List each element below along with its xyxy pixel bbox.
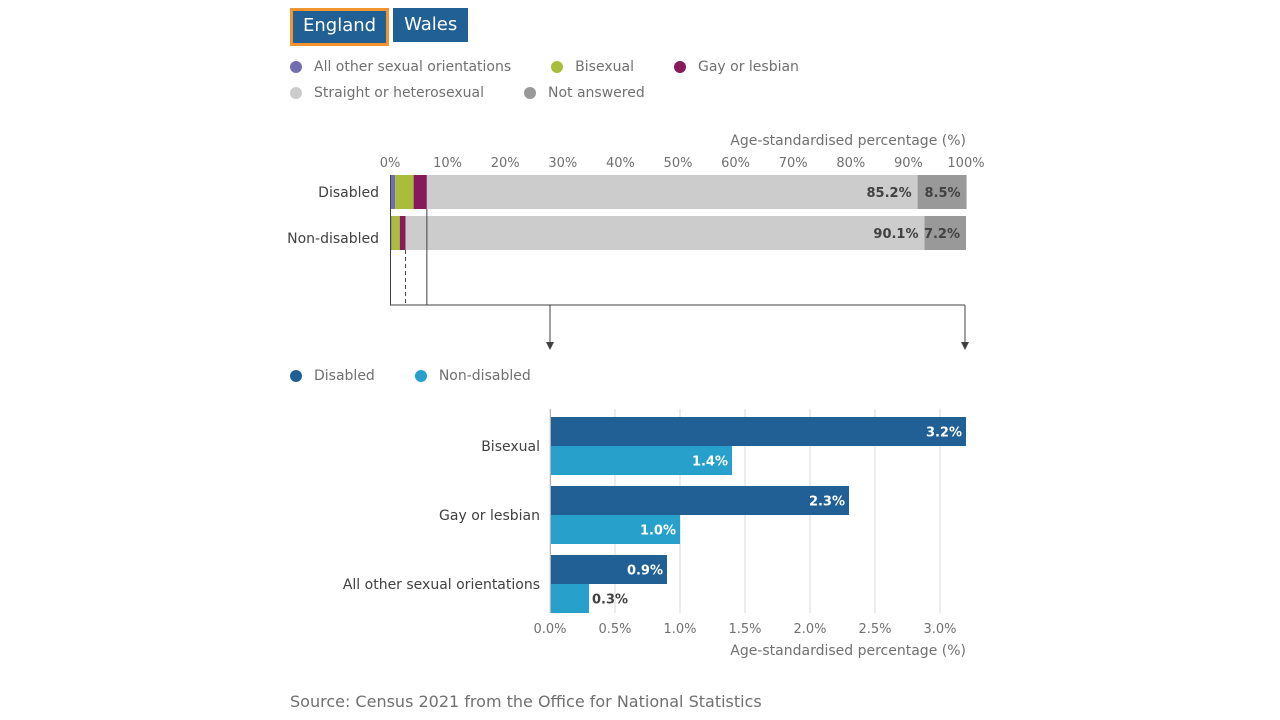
- data-label: 1.0%: [640, 524, 676, 539]
- legend-disability: Disabled Non-disabled: [290, 363, 571, 389]
- data-label: 90.1%: [873, 227, 918, 242]
- bar-segment: [405, 216, 925, 250]
- x-tick-label: 60%: [721, 156, 750, 171]
- legend-label: Gay or lesbian: [697, 59, 799, 75]
- zoom-arrowhead-left: [546, 342, 554, 350]
- x-axis-title: Age-standardised percentage (%): [730, 133, 966, 149]
- legend-label: All other sexual orientations: [314, 59, 512, 75]
- legend-swatch: [290, 370, 302, 382]
- data-label: 3.2%: [926, 426, 962, 441]
- nation-tabs: England Wales: [289, 8, 469, 46]
- x-tick-label: 10%: [433, 156, 462, 171]
- bar: [550, 417, 966, 446]
- bar-segment: [399, 216, 406, 250]
- zoom-arrowhead-right: [961, 342, 969, 350]
- x-tick-label: 30%: [548, 156, 577, 171]
- data-label: 2.3%: [809, 495, 845, 510]
- data-label: 1.4%: [692, 455, 728, 470]
- legend-orientation: All other sexual orientations Bisexual G…: [290, 54, 839, 106]
- x-tick-label: 0.0%: [533, 622, 566, 637]
- category-label: Gay or lesbian: [439, 508, 540, 524]
- category-label: All other sexual orientations: [343, 577, 540, 593]
- legend-row: All other sexual orientations Bisexual G…: [290, 54, 839, 80]
- legend-item-all-other: All other sexual orientations: [290, 59, 511, 75]
- bar: [550, 584, 589, 613]
- legend-item-straight: Straight or heterosexual: [290, 85, 484, 101]
- x-tick-label: 3.0%: [923, 622, 956, 637]
- data-label: 0.9%: [627, 564, 663, 579]
- legend-item-not-answered: Not answered: [523, 85, 645, 101]
- legend-swatch: [523, 87, 536, 99]
- legend-swatch: [290, 87, 302, 99]
- x-tick-label: 80%: [836, 156, 865, 171]
- legend-swatch: [673, 61, 686, 73]
- x-tick-label: 90%: [894, 156, 923, 171]
- category-label: Bisexual: [481, 439, 540, 455]
- bar: [550, 486, 849, 515]
- x-tick-label: 2.5%: [858, 622, 891, 637]
- bar: [550, 515, 680, 544]
- x-axis-title: Age-standardised percentage (%): [730, 643, 966, 659]
- legend-row: Disabled Non-disabled: [290, 363, 571, 389]
- category-label: Non-disabled: [287, 231, 379, 247]
- legend-swatch: [551, 61, 564, 73]
- data-label: 0.3%: [592, 593, 628, 608]
- legend-item-non-disabled: Non-disabled: [414, 368, 531, 384]
- x-tick-label: 50%: [664, 156, 693, 171]
- bar-segment: [426, 175, 918, 209]
- tab-wales[interactable]: Wales: [393, 8, 469, 42]
- x-tick-label: 70%: [779, 156, 808, 171]
- tab-england[interactable]: England: [289, 8, 390, 46]
- legend-item-gay-lesbian: Gay or lesbian: [673, 59, 799, 75]
- bar-segment: [917, 175, 967, 209]
- bar-segment: [413, 175, 427, 209]
- x-tick-label: 1.5%: [728, 622, 761, 637]
- data-label: 8.5%: [925, 186, 961, 201]
- legend-label: Disabled: [314, 368, 375, 384]
- legend-label: Non-disabled: [438, 368, 531, 384]
- x-tick-label: 2.0%: [793, 622, 826, 637]
- legend-swatch: [414, 370, 427, 382]
- x-tick-label: 20%: [491, 156, 520, 171]
- bar-segment: [390, 175, 396, 209]
- legend-item-bisexual: Bisexual: [551, 59, 634, 75]
- legend-row: Straight or heterosexual Not answered: [290, 80, 839, 106]
- bar-segment: [391, 216, 400, 250]
- x-tick-label: 1.0%: [663, 622, 696, 637]
- x-tick-label: 40%: [606, 156, 635, 171]
- x-tick-label: 0.5%: [598, 622, 631, 637]
- data-label: 7.2%: [924, 227, 960, 242]
- bar: [550, 555, 667, 584]
- legend-label: Straight or heterosexual: [314, 85, 484, 101]
- category-label: Disabled: [318, 185, 379, 201]
- legend-swatch: [290, 61, 302, 73]
- bar-segment: [395, 175, 414, 209]
- bar: [550, 446, 732, 475]
- data-label: 85.2%: [867, 186, 912, 201]
- bar-segment: [924, 216, 966, 250]
- x-tick-label: 0%: [380, 156, 401, 171]
- x-tick-label: 100%: [947, 156, 984, 171]
- legend-item-disabled: Disabled: [290, 368, 375, 384]
- legend-label: Not answered: [547, 85, 645, 101]
- source-note: Source: Census 2021 from the Office for …: [290, 692, 762, 711]
- legend-label: Bisexual: [575, 59, 634, 75]
